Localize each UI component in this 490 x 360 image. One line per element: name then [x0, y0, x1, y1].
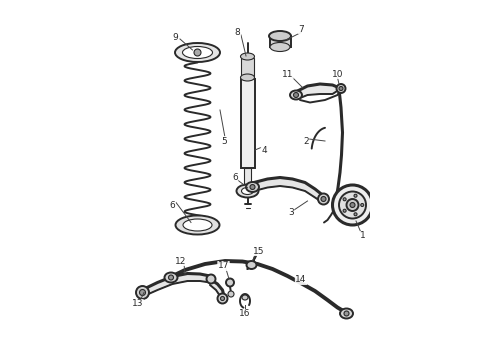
Ellipse shape — [340, 309, 353, 319]
Ellipse shape — [269, 31, 291, 41]
Circle shape — [354, 213, 357, 216]
Circle shape — [140, 289, 146, 296]
Text: 7: 7 — [298, 24, 304, 33]
Circle shape — [318, 194, 329, 204]
Text: 6: 6 — [170, 201, 175, 210]
Polygon shape — [241, 58, 254, 77]
Ellipse shape — [237, 185, 259, 198]
Circle shape — [354, 194, 357, 197]
Circle shape — [294, 93, 298, 98]
Text: 17: 17 — [218, 261, 229, 270]
Circle shape — [337, 84, 345, 93]
Text: 5: 5 — [221, 136, 227, 145]
Polygon shape — [241, 79, 254, 167]
Circle shape — [169, 275, 173, 280]
Circle shape — [339, 86, 343, 90]
Text: 10: 10 — [332, 69, 343, 78]
Text: 1: 1 — [360, 231, 366, 240]
Ellipse shape — [242, 188, 253, 194]
Circle shape — [206, 274, 216, 284]
Circle shape — [343, 198, 346, 201]
Circle shape — [228, 291, 234, 297]
Ellipse shape — [242, 295, 248, 300]
Text: 3: 3 — [288, 208, 294, 217]
Circle shape — [361, 203, 364, 207]
Ellipse shape — [182, 46, 213, 58]
Circle shape — [194, 49, 201, 56]
Ellipse shape — [175, 216, 220, 234]
Polygon shape — [297, 84, 341, 99]
Circle shape — [339, 192, 366, 219]
Text: 15: 15 — [253, 247, 265, 256]
Text: 14: 14 — [295, 275, 307, 284]
Circle shape — [226, 279, 234, 287]
Circle shape — [346, 199, 359, 211]
Ellipse shape — [246, 261, 256, 269]
Circle shape — [333, 185, 372, 225]
Ellipse shape — [175, 43, 220, 62]
Ellipse shape — [246, 182, 259, 192]
Circle shape — [321, 197, 326, 202]
Text: 9: 9 — [172, 33, 178, 42]
Ellipse shape — [241, 53, 254, 60]
Circle shape — [344, 311, 349, 316]
Text: 4: 4 — [261, 145, 267, 154]
Text: 6: 6 — [232, 173, 238, 182]
Ellipse shape — [165, 273, 177, 283]
Circle shape — [350, 202, 355, 207]
Text: 16: 16 — [239, 310, 251, 319]
Polygon shape — [270, 36, 291, 47]
Ellipse shape — [290, 90, 302, 99]
Ellipse shape — [183, 219, 212, 231]
Polygon shape — [144, 274, 210, 296]
Circle shape — [136, 286, 149, 299]
Text: 8: 8 — [235, 28, 241, 37]
Text: 2: 2 — [303, 136, 309, 145]
Text: 13: 13 — [132, 300, 143, 309]
Text: 12: 12 — [175, 256, 187, 266]
Ellipse shape — [270, 42, 290, 51]
Circle shape — [218, 293, 227, 303]
Text: 11: 11 — [282, 69, 293, 78]
Circle shape — [343, 209, 346, 212]
Polygon shape — [210, 279, 224, 301]
Circle shape — [250, 185, 255, 189]
Polygon shape — [244, 167, 251, 188]
Polygon shape — [254, 177, 322, 202]
Circle shape — [220, 297, 224, 301]
Ellipse shape — [241, 74, 254, 81]
